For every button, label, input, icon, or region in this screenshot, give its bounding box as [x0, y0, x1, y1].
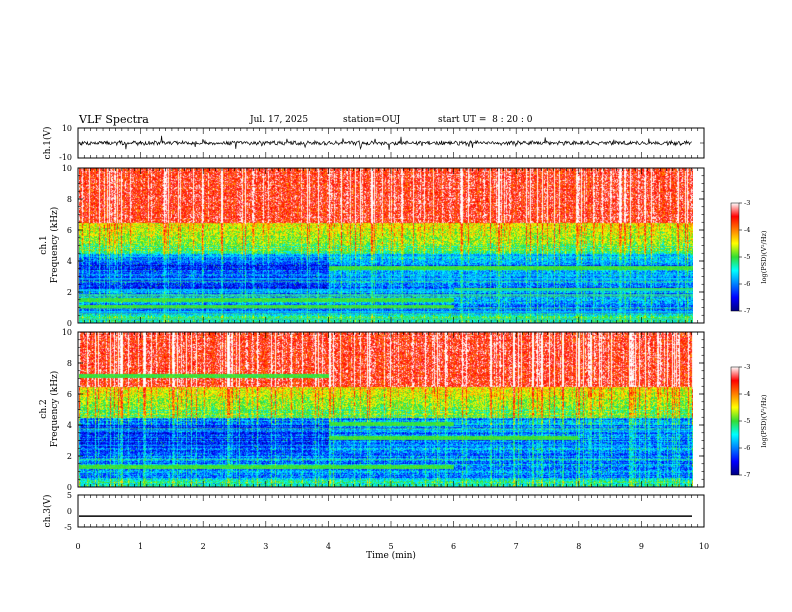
- colorbar-tick-label: -3: [744, 363, 750, 371]
- ch2-spectrogram-image: [79, 332, 693, 487]
- ch1-colorbar-ticks: -3 -4 -5 -6 -7: [739, 199, 750, 315]
- ch3-waveform-ylabel: ch.3(V): [42, 495, 53, 528]
- ch1-waveform-trace: [78, 135, 692, 150]
- time-tick-label: 8: [576, 542, 581, 551]
- time-tick-label: 5: [388, 542, 393, 551]
- ch2-colorbar: [730, 366, 740, 476]
- frequency-tick-label: 0: [67, 483, 72, 492]
- time-tick-label: 7: [514, 542, 519, 551]
- frequency-tick-label: 10: [62, 328, 72, 337]
- time-tick-label: 6: [451, 542, 456, 551]
- frequency-tick-label: 6: [67, 390, 72, 399]
- ch3-waveform-panel: 5 0 -5 ch.3(V) 0 1 2 3 4 5 6 7 8 9 10 Time (min): [42, 491, 709, 561]
- ch3-ytick-bottom: -5: [64, 523, 72, 532]
- time-tick-label: 3: [263, 542, 268, 551]
- ch2-colorbar-label: log(PSD)(V²/Hz): [760, 394, 768, 447]
- colorbar-tick-label: -6: [744, 280, 750, 288]
- frequency-tick-label: 2: [67, 452, 72, 461]
- ch3-ytick-top: 5: [67, 491, 72, 500]
- ch1-spectrogram-ylabel-frequency: Frequency (kHz): [49, 207, 60, 284]
- time-tick-label: 9: [639, 542, 644, 551]
- chart-title: VLF Spectra: [79, 113, 149, 126]
- colorbar-tick-label: -5: [744, 253, 750, 261]
- ch2-frequency-ticks: 0 2 4 6 8 10: [62, 328, 704, 492]
- frequency-tick-label: 4: [67, 257, 72, 266]
- ch1-waveform-ticks: [78, 127, 704, 159]
- date-label: Jul. 17, 2025: [250, 115, 309, 125]
- ch1-colorbar-label: log(PSD)(V²/Hz): [760, 230, 768, 283]
- ch3-ytick-middle: 0: [67, 507, 72, 516]
- station-label: station=OUJ: [343, 115, 401, 125]
- colorbar-tick-label: -5: [744, 417, 750, 425]
- time-tick-label: 0: [75, 542, 80, 551]
- panel-time-ticks: [77, 128, 705, 527]
- ch1-spectrogram-ylabel-channel: ch.1: [39, 235, 49, 254]
- ch1-waveform-panel: 10 -10 ch.1(V): [42, 124, 705, 162]
- time-tick-label: 2: [201, 542, 206, 551]
- colorbar-tick-label: -6: [744, 444, 750, 452]
- ch1-spectrogram-image: [79, 168, 693, 323]
- frequency-tick-label: 2: [67, 288, 72, 297]
- time-tick-label: 10: [699, 542, 709, 551]
- colorbar-tick-label: -3: [744, 199, 750, 207]
- ch2-spectrogram-ylabel-frequency: Frequency (kHz): [49, 371, 60, 448]
- ch1-waveform-ylabel: ch.1(V): [42, 127, 53, 160]
- time-axis-ticks: 0 1 2 3 4 5 6 7 8 9 10: [75, 542, 709, 551]
- frequency-tick-label: 4: [67, 421, 72, 430]
- colorbar-tick-label: -7: [744, 307, 750, 315]
- ch2-colorbar-ticks: -3 -4 -5 -6 -7: [739, 363, 750, 479]
- frequency-tick-label: 6: [67, 226, 72, 235]
- frequency-tick-label: 0: [67, 319, 72, 328]
- colorbar-tick-label: -7: [744, 471, 750, 479]
- colorbar-tick-label: -4: [744, 226, 750, 234]
- frequency-tick-label: 8: [67, 195, 72, 204]
- start-time-label: start UT = 8 : 20 : 0: [438, 115, 533, 125]
- colorbar-tick-label: -4: [744, 390, 750, 398]
- time-tick-label: 4: [326, 542, 331, 551]
- ch2-spectrogram-ylabel-channel: ch.2: [39, 399, 49, 418]
- frequency-tick-label: 10: [62, 164, 72, 173]
- time-tick-label: 1: [138, 542, 143, 551]
- ch1-ytick-top: 10: [62, 124, 72, 133]
- ch1-frequency-ticks: 0 2 4 6 8 10: [62, 164, 704, 328]
- frequency-tick-label: 8: [67, 359, 72, 368]
- ch1-colorbar: [730, 202, 740, 312]
- time-axis-label: Time (min): [366, 550, 416, 561]
- ch1-ytick-bottom: -10: [59, 153, 72, 162]
